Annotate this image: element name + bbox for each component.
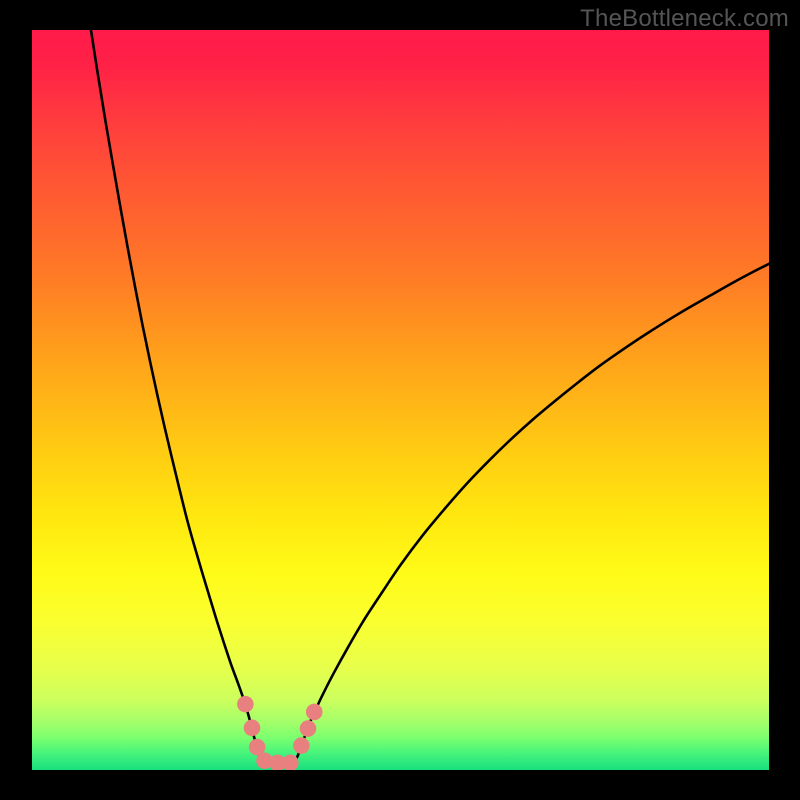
- data-marker: [244, 720, 261, 737]
- chart-plot-area: [32, 30, 769, 770]
- data-marker: [237, 696, 254, 713]
- data-marker: [293, 737, 310, 754]
- chart-svg-layer: [32, 30, 769, 770]
- watermark-label: TheBottleneck.com: [580, 5, 789, 33]
- data-marker: [306, 704, 323, 721]
- curve: [293, 264, 769, 763]
- curve: [91, 30, 293, 763]
- data-marker: [300, 720, 317, 737]
